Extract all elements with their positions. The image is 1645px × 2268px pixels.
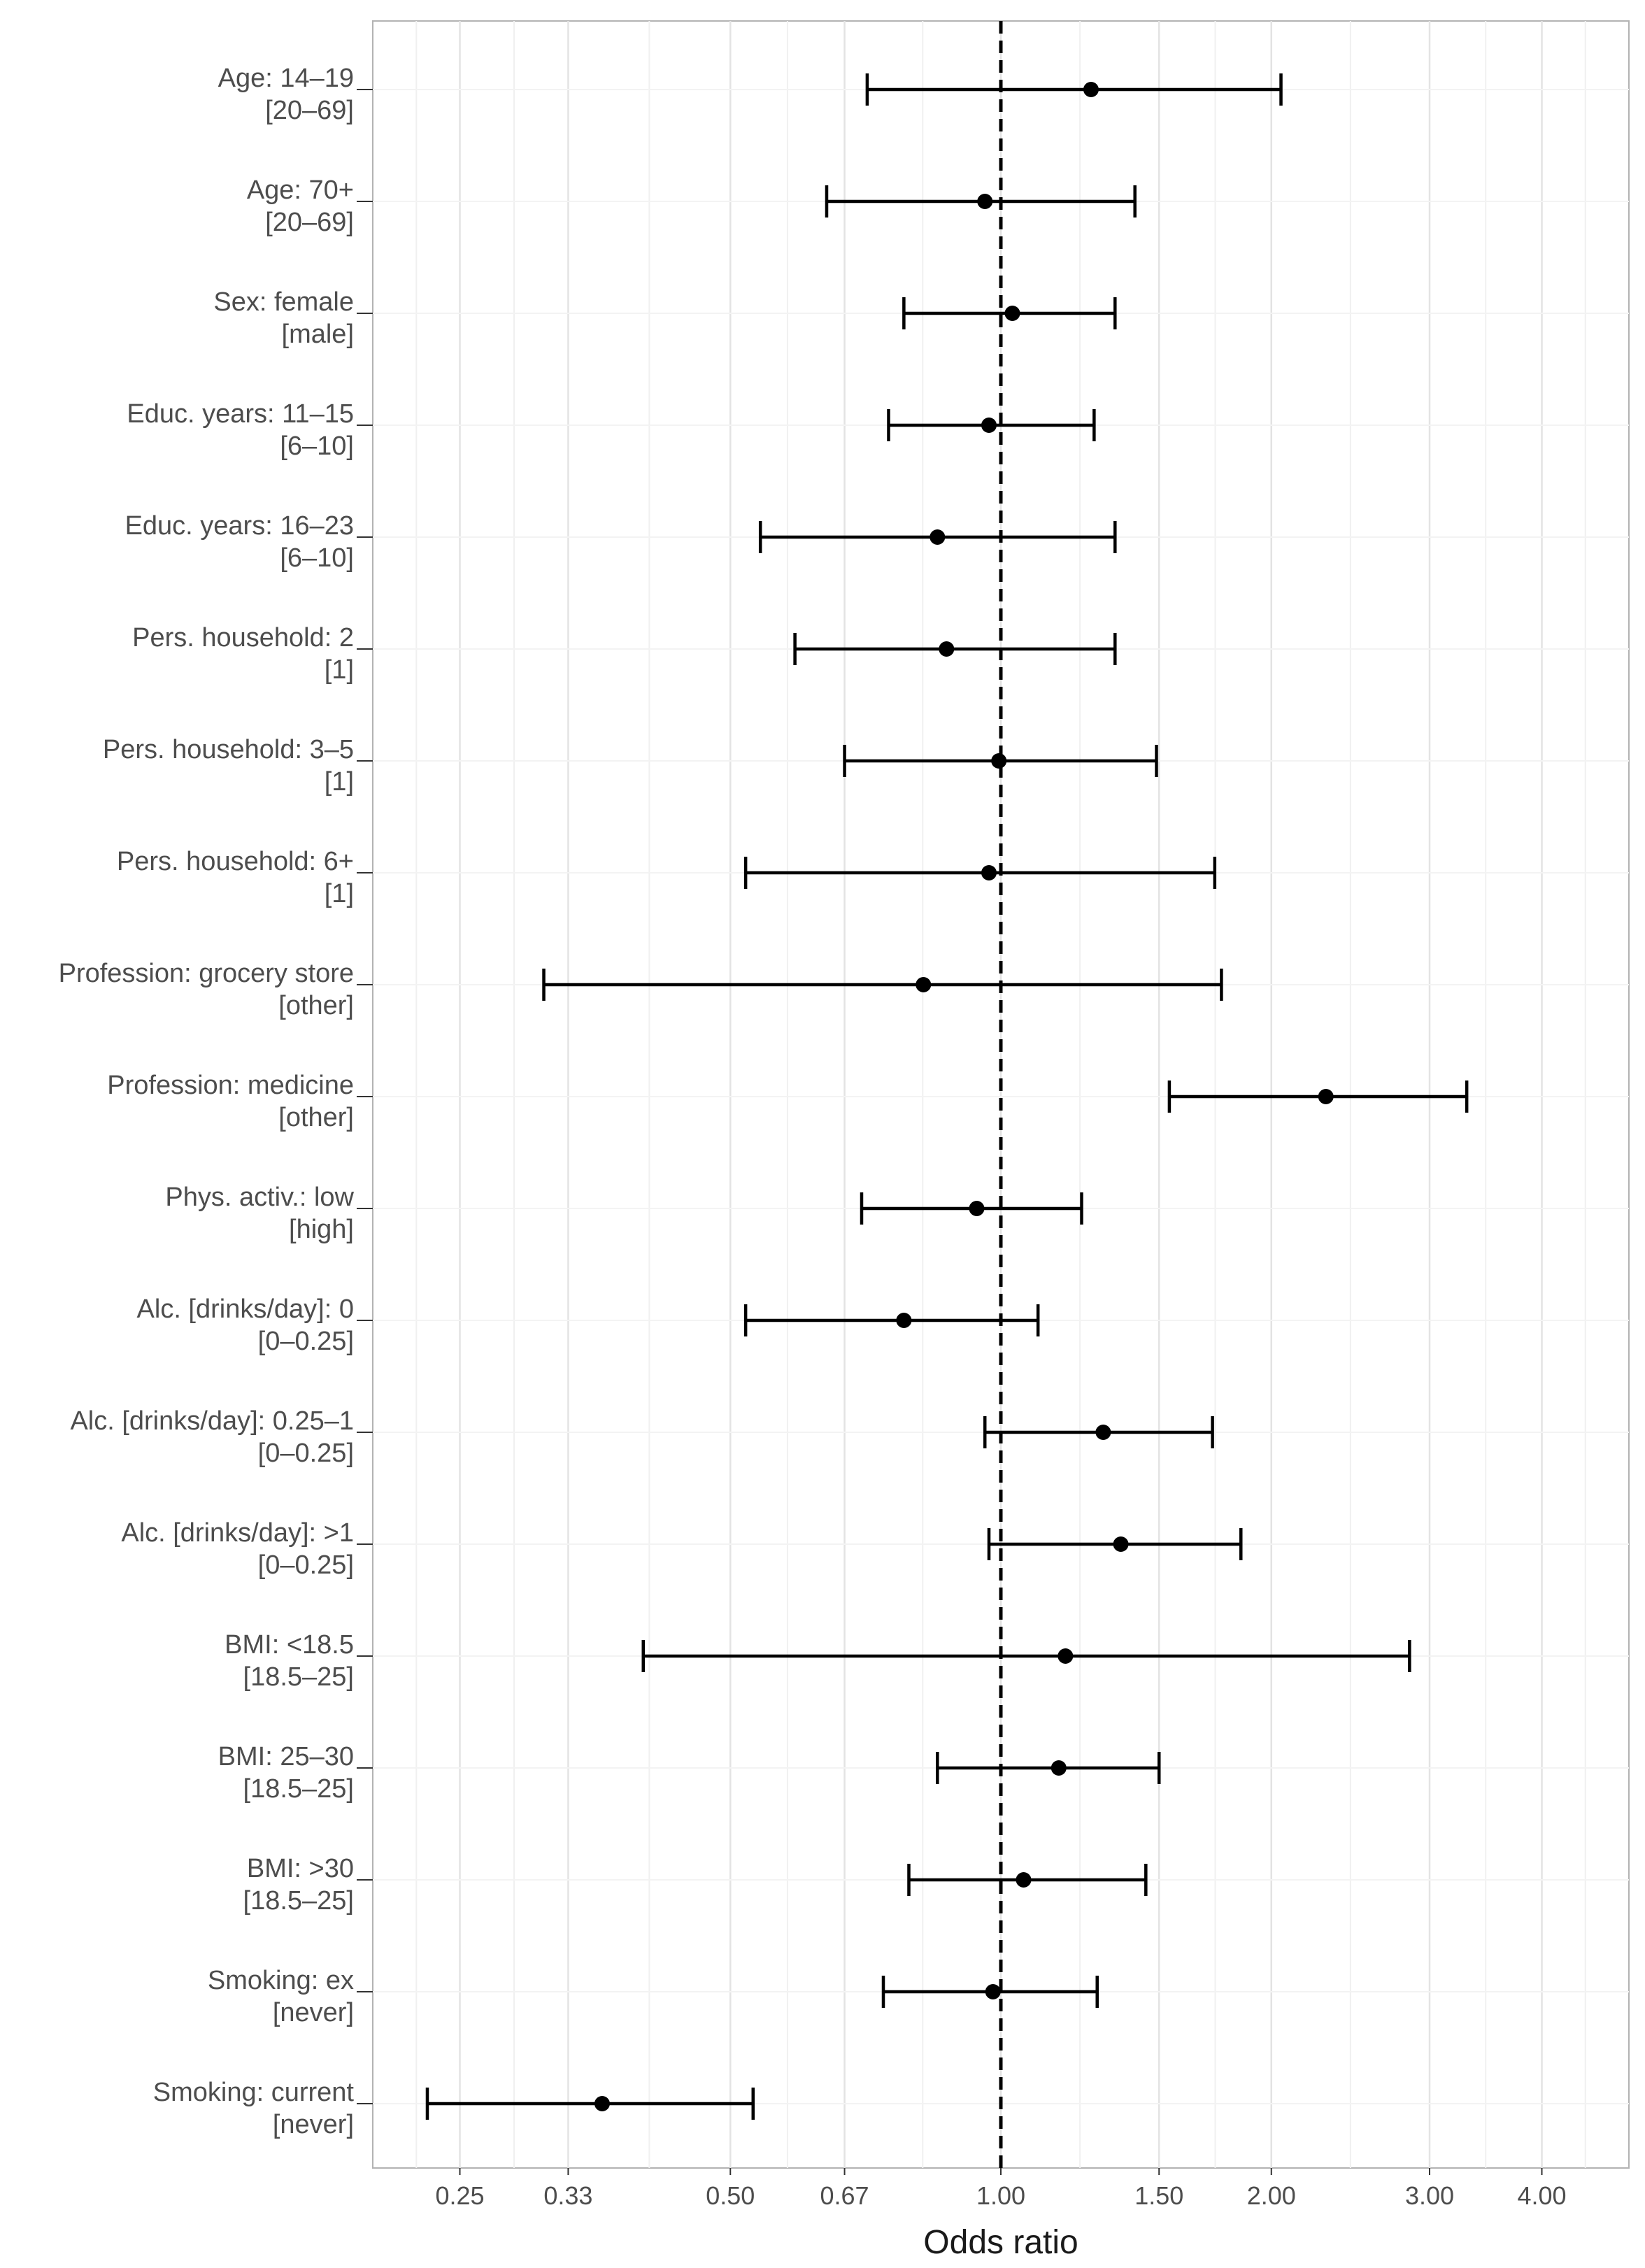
row-reference-label: [male] (282, 320, 354, 349)
row-reference-label: [0–0.25] (258, 1327, 354, 1356)
x-tick-label: 0.33 (543, 2181, 592, 2210)
odds-ratio-point (1083, 82, 1099, 97)
row-label: Alc. [drinks/day]: >1 (121, 1518, 354, 1548)
row-label: Phys. activ.: low (165, 1183, 354, 1212)
row-reference-label: [20–69] (265, 208, 354, 237)
odds-ratio-point (930, 529, 946, 545)
odds-ratio-point (1016, 1872, 1032, 1888)
odds-ratio-point (896, 1313, 912, 1328)
row-label: BMI: <18.5 (225, 1630, 354, 1660)
forest-row: Educ. years: 16–23[6–10] (125, 511, 1117, 573)
row-label: Age: 70+ (247, 176, 354, 205)
x-tick-label: 4.00 (1517, 2181, 1566, 2210)
rows-layer: Age: 14–19 [20–69] Age: 70+ [20–69] Sex: fem… (59, 64, 1469, 2139)
row-label: Sex: female (213, 287, 354, 317)
forest-row: Phys. activ.: low [high] (165, 1183, 1083, 1244)
row-reference-label: [18.5–25] (243, 1774, 354, 1804)
forest-row: BMI: <18.5[18.5–25] (225, 1630, 1411, 1692)
forest-row: Smoking: current [never] (153, 2078, 755, 2139)
forest-row: Alc. [drinks/day]: 0.25–1 [0–0.25] (70, 1406, 1214, 1468)
row-reference-label: [1] (325, 655, 354, 685)
row-reference-label: [high] (289, 1215, 354, 1244)
odds-ratio-point (981, 865, 997, 880)
forest-row: Profession: grocery store [other] (59, 959, 1223, 1020)
row-reference-label: [6–10] (280, 543, 354, 573)
row-label: BMI: 25–30 (218, 1742, 354, 1771)
x-axis-ticks: 0.25 0.33 0.50 0.67 1.00 1.50 2.00 3.00 4.00 (435, 2168, 1567, 2210)
row-reference-label: [20–69] (265, 96, 354, 125)
row-reference-label: [0–0.25] (258, 1550, 354, 1580)
row-reference-label: [never] (273, 1998, 354, 2027)
forest-row: Profession: medicine [other] (107, 1071, 1469, 1132)
odds-ratio-point (939, 641, 955, 657)
forest-row: Age: 70+ [20–69] (247, 176, 1137, 237)
odds-ratio-point (1113, 1536, 1129, 1552)
x-tick-label: 0.50 (706, 2181, 755, 2210)
forest-row: Pers. household: 2 [1] (132, 623, 1117, 685)
x-tick-label: 3.00 (1405, 2181, 1454, 2210)
row-label: Alc. [drinks/day]: 0 (137, 1295, 354, 1324)
x-tick-label: 2.00 (1247, 2181, 1296, 2210)
odds-ratio-point (916, 977, 932, 992)
row-label: Profession: grocery store (59, 959, 354, 988)
row-label: Alc. [drinks/day]: 0.25–1 (70, 1406, 354, 1436)
row-reference-label: [never] (273, 2110, 354, 2139)
row-label: Pers. household: 6+ (117, 847, 354, 876)
forest-row: Smoking: ex [never] (208, 1966, 1099, 2027)
odds-ratio-point (981, 418, 997, 433)
x-tick-label: 0.67 (820, 2181, 869, 2210)
row-label: Pers. household: 3–5 (103, 735, 354, 764)
row-label: BMI: >30 (247, 1854, 354, 1883)
forest-row: BMI: >30 [18.5–25] (243, 1854, 1148, 1916)
row-label: Educ. years: 16–23 (125, 511, 354, 541)
odds-ratio-point (1318, 1089, 1334, 1104)
row-label: Smoking: ex (208, 1966, 354, 1995)
x-axis-title: Odds ratio (923, 2224, 1078, 2261)
forest-row: BMI: 25–30 [18.5–25] (218, 1742, 1161, 1804)
row-reference-label: [other] (278, 1103, 354, 1132)
odds-ratio-point (985, 1984, 1001, 1999)
row-label: Educ. years: 11–15 (127, 399, 354, 429)
row-label: Profession: medicine (107, 1071, 354, 1100)
row-label: Pers. household: 2 (132, 623, 354, 652)
forest-row: Alc. [drinks/day]: >1[0–0.25] (121, 1518, 1243, 1580)
x-tick-label: 1.00 (976, 2181, 1025, 2210)
odds-ratio-point (977, 194, 993, 209)
row-reference-label: [18.5–25] (243, 1886, 354, 1916)
odds-ratio-point (1095, 1425, 1111, 1440)
row-reference-label: [other] (278, 991, 354, 1020)
row-reference-label: [6–10] (280, 432, 354, 461)
row-label: Age: 14–19 (218, 64, 354, 93)
odds-ratio-point (969, 1201, 985, 1216)
forest-row: Age: 14–19 [20–69] (218, 64, 1283, 125)
forest-row: Alc. [drinks/day]: 0 [0–0.25] (137, 1295, 1040, 1356)
odds-ratio-point (1051, 1760, 1067, 1776)
x-tick-label: 1.50 (1134, 2181, 1183, 2210)
forest-row: Pers. household: 6+ [1] (117, 847, 1217, 908)
odds-ratio-point (594, 2096, 610, 2111)
row-reference-label: [18.5–25] (243, 1662, 354, 1692)
x-tick-label: 0.25 (435, 2181, 484, 2210)
forest-row: Pers. household: 3–5 [1] (103, 735, 1158, 797)
row-label: Smoking: current (153, 2078, 355, 2107)
row-reference-label: [1] (325, 767, 354, 797)
forest-row: Educ. years: 11–15 [6–10] (127, 399, 1096, 461)
odds-ratio-point (1004, 306, 1020, 321)
forest-row: Sex: female [male] (213, 287, 1117, 349)
row-reference-label: [1] (325, 879, 354, 908)
odds-ratio-point (1058, 1648, 1074, 1664)
odds-ratio-point (991, 753, 1007, 769)
row-reference-label: [0–0.25] (258, 1439, 354, 1468)
